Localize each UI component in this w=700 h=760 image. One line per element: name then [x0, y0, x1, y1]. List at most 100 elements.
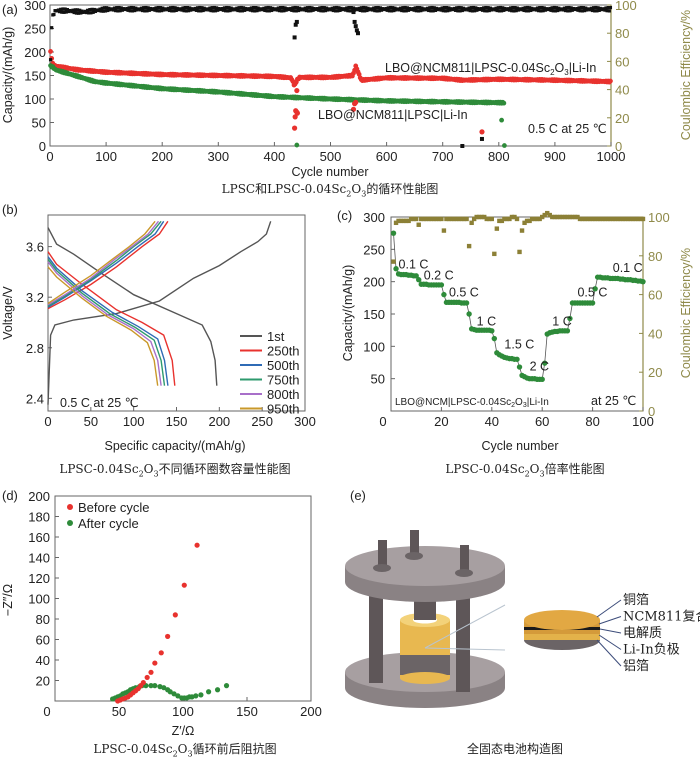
panel-a-point	[71, 8, 75, 12]
panel-c-ce-point	[487, 216, 492, 222]
panel-a-point	[569, 6, 573, 10]
panel-a-point	[125, 6, 129, 11]
panel-a-point	[454, 8, 458, 12]
panel-a-point	[250, 9, 255, 13]
panel-a-point	[511, 5, 515, 10]
panel-c-capacity-point	[416, 277, 422, 283]
panel-a-point	[220, 6, 224, 11]
panel-a-point	[581, 6, 586, 10]
panel-c-capacity-point	[491, 335, 498, 342]
panel-a-point	[514, 9, 518, 13]
panel-c-ce-point	[640, 216, 646, 222]
panel-a-point	[419, 9, 423, 13]
panel-c-ce-point	[504, 216, 510, 222]
callout-line-top	[424, 604, 506, 649]
panel-a-point	[48, 58, 53, 62]
panel-a-point	[507, 8, 512, 12]
caption-a: LPSC和LPSC-0.04Sc2O3的循环性能图	[221, 182, 439, 199]
panel-a-point	[387, 9, 392, 13]
panel-a-point	[563, 8, 568, 13]
panel-a-point	[594, 5, 598, 10]
panel-d-point-green	[175, 693, 181, 699]
panel-c-capacity-point	[640, 278, 646, 285]
panel-d-point-red	[140, 679, 146, 686]
panel-b-annotation: 0.5 C at 25 ℃	[60, 396, 139, 410]
panel-a-point	[207, 8, 211, 12]
panel-a-point	[154, 6, 158, 10]
panel-a-point	[294, 9, 298, 13]
panel-a-point	[539, 9, 543, 13]
panel-d-ytick-label: 40	[36, 653, 50, 668]
panel-a-point	[480, 8, 485, 12]
panel-a-point	[303, 6, 307, 10]
panel-a-point	[119, 6, 123, 10]
panel-b-xtick-label: 250	[251, 414, 273, 429]
panel-a-point	[494, 6, 498, 10]
panel-d-point-green	[198, 692, 204, 698]
top-plate	[345, 546, 505, 586]
panel-c-capacity-point	[589, 300, 596, 306]
panel-c-ce-point	[492, 251, 497, 257]
panel-a-point	[360, 9, 365, 13]
panel-c-ce-point	[474, 214, 479, 220]
panel-a-point	[607, 9, 611, 13]
panel-a-point	[496, 6, 500, 10]
panel-a-point	[589, 6, 593, 10]
panel-a-point	[430, 5, 434, 10]
panel-a-point	[524, 9, 528, 13]
panel-a-point	[363, 9, 367, 13]
panel-a-point	[565, 6, 569, 10]
panel-a-point	[321, 9, 325, 13]
panel-d-label: (d)	[2, 488, 18, 503]
panel-a-point	[523, 6, 527, 10]
panel-a-xtick-label: 700	[432, 149, 454, 164]
panel-a-point	[293, 5, 297, 10]
panel-c-xtick-label: 0	[379, 414, 386, 429]
leader-line	[596, 599, 622, 618]
panel-a-point	[102, 6, 107, 10]
panel-a-ticks: 0 100 200 300 400 500 600 700 800 900 100005010015…	[24, 0, 636, 164]
panel-c-ce-point	[560, 214, 565, 220]
panel-a-point	[470, 9, 475, 13]
panel-a-outlier-red	[479, 129, 485, 135]
panel-a-point	[267, 9, 271, 13]
bolt-left	[378, 540, 387, 568]
panel-a-point	[75, 8, 80, 12]
panel-a-point	[567, 5, 571, 10]
panel-a-ytick-label: 50	[32, 116, 46, 131]
panel-c-ce-point	[522, 220, 527, 226]
panel-a-point	[239, 5, 243, 10]
panel-a-point	[130, 9, 135, 13]
panel-a-xtick-label: 0	[46, 149, 53, 164]
panel-c-rate-label: 0.1 C	[613, 261, 643, 275]
panel-d-ytick-label: 120	[28, 571, 50, 586]
panel-a-point	[225, 5, 229, 10]
panel-a-point	[534, 8, 538, 12]
panel-a-point	[307, 9, 311, 13]
panel-c-xlabel: Cycle number	[481, 439, 558, 453]
panel-a-point	[441, 9, 445, 13]
panel-c-capacity-point	[463, 300, 470, 306]
panel-a-point	[200, 6, 204, 10]
panel-a-outlier-ce	[355, 31, 360, 36]
panel-a-outlier-ce	[352, 19, 357, 24]
panel-c-ytick-label: 300	[363, 210, 385, 225]
panel-c-ce-point	[406, 218, 411, 224]
panel-a-point	[550, 6, 554, 10]
panel-a-point	[289, 6, 293, 11]
panel-d-point-red	[181, 582, 187, 588]
panel-c-xtick-label: 40	[485, 414, 499, 429]
panel-a-point	[155, 9, 159, 13]
panel-a-point	[308, 5, 312, 10]
panel-c-ce-point	[580, 216, 585, 222]
panel-b-xtick-label: 300	[294, 414, 316, 429]
panel-c-ce-point	[441, 228, 447, 233]
panel-c-ce-point	[570, 214, 575, 220]
panel-a-outlier-red	[291, 125, 298, 131]
panel-c-ce-point	[550, 214, 555, 220]
panel-a-point	[100, 6, 104, 10]
panel-c-ce-point	[439, 216, 444, 222]
panel-a-point	[185, 5, 190, 10]
panel-a-ytick-label: 300	[24, 0, 46, 13]
panel-a-point	[475, 8, 479, 12]
